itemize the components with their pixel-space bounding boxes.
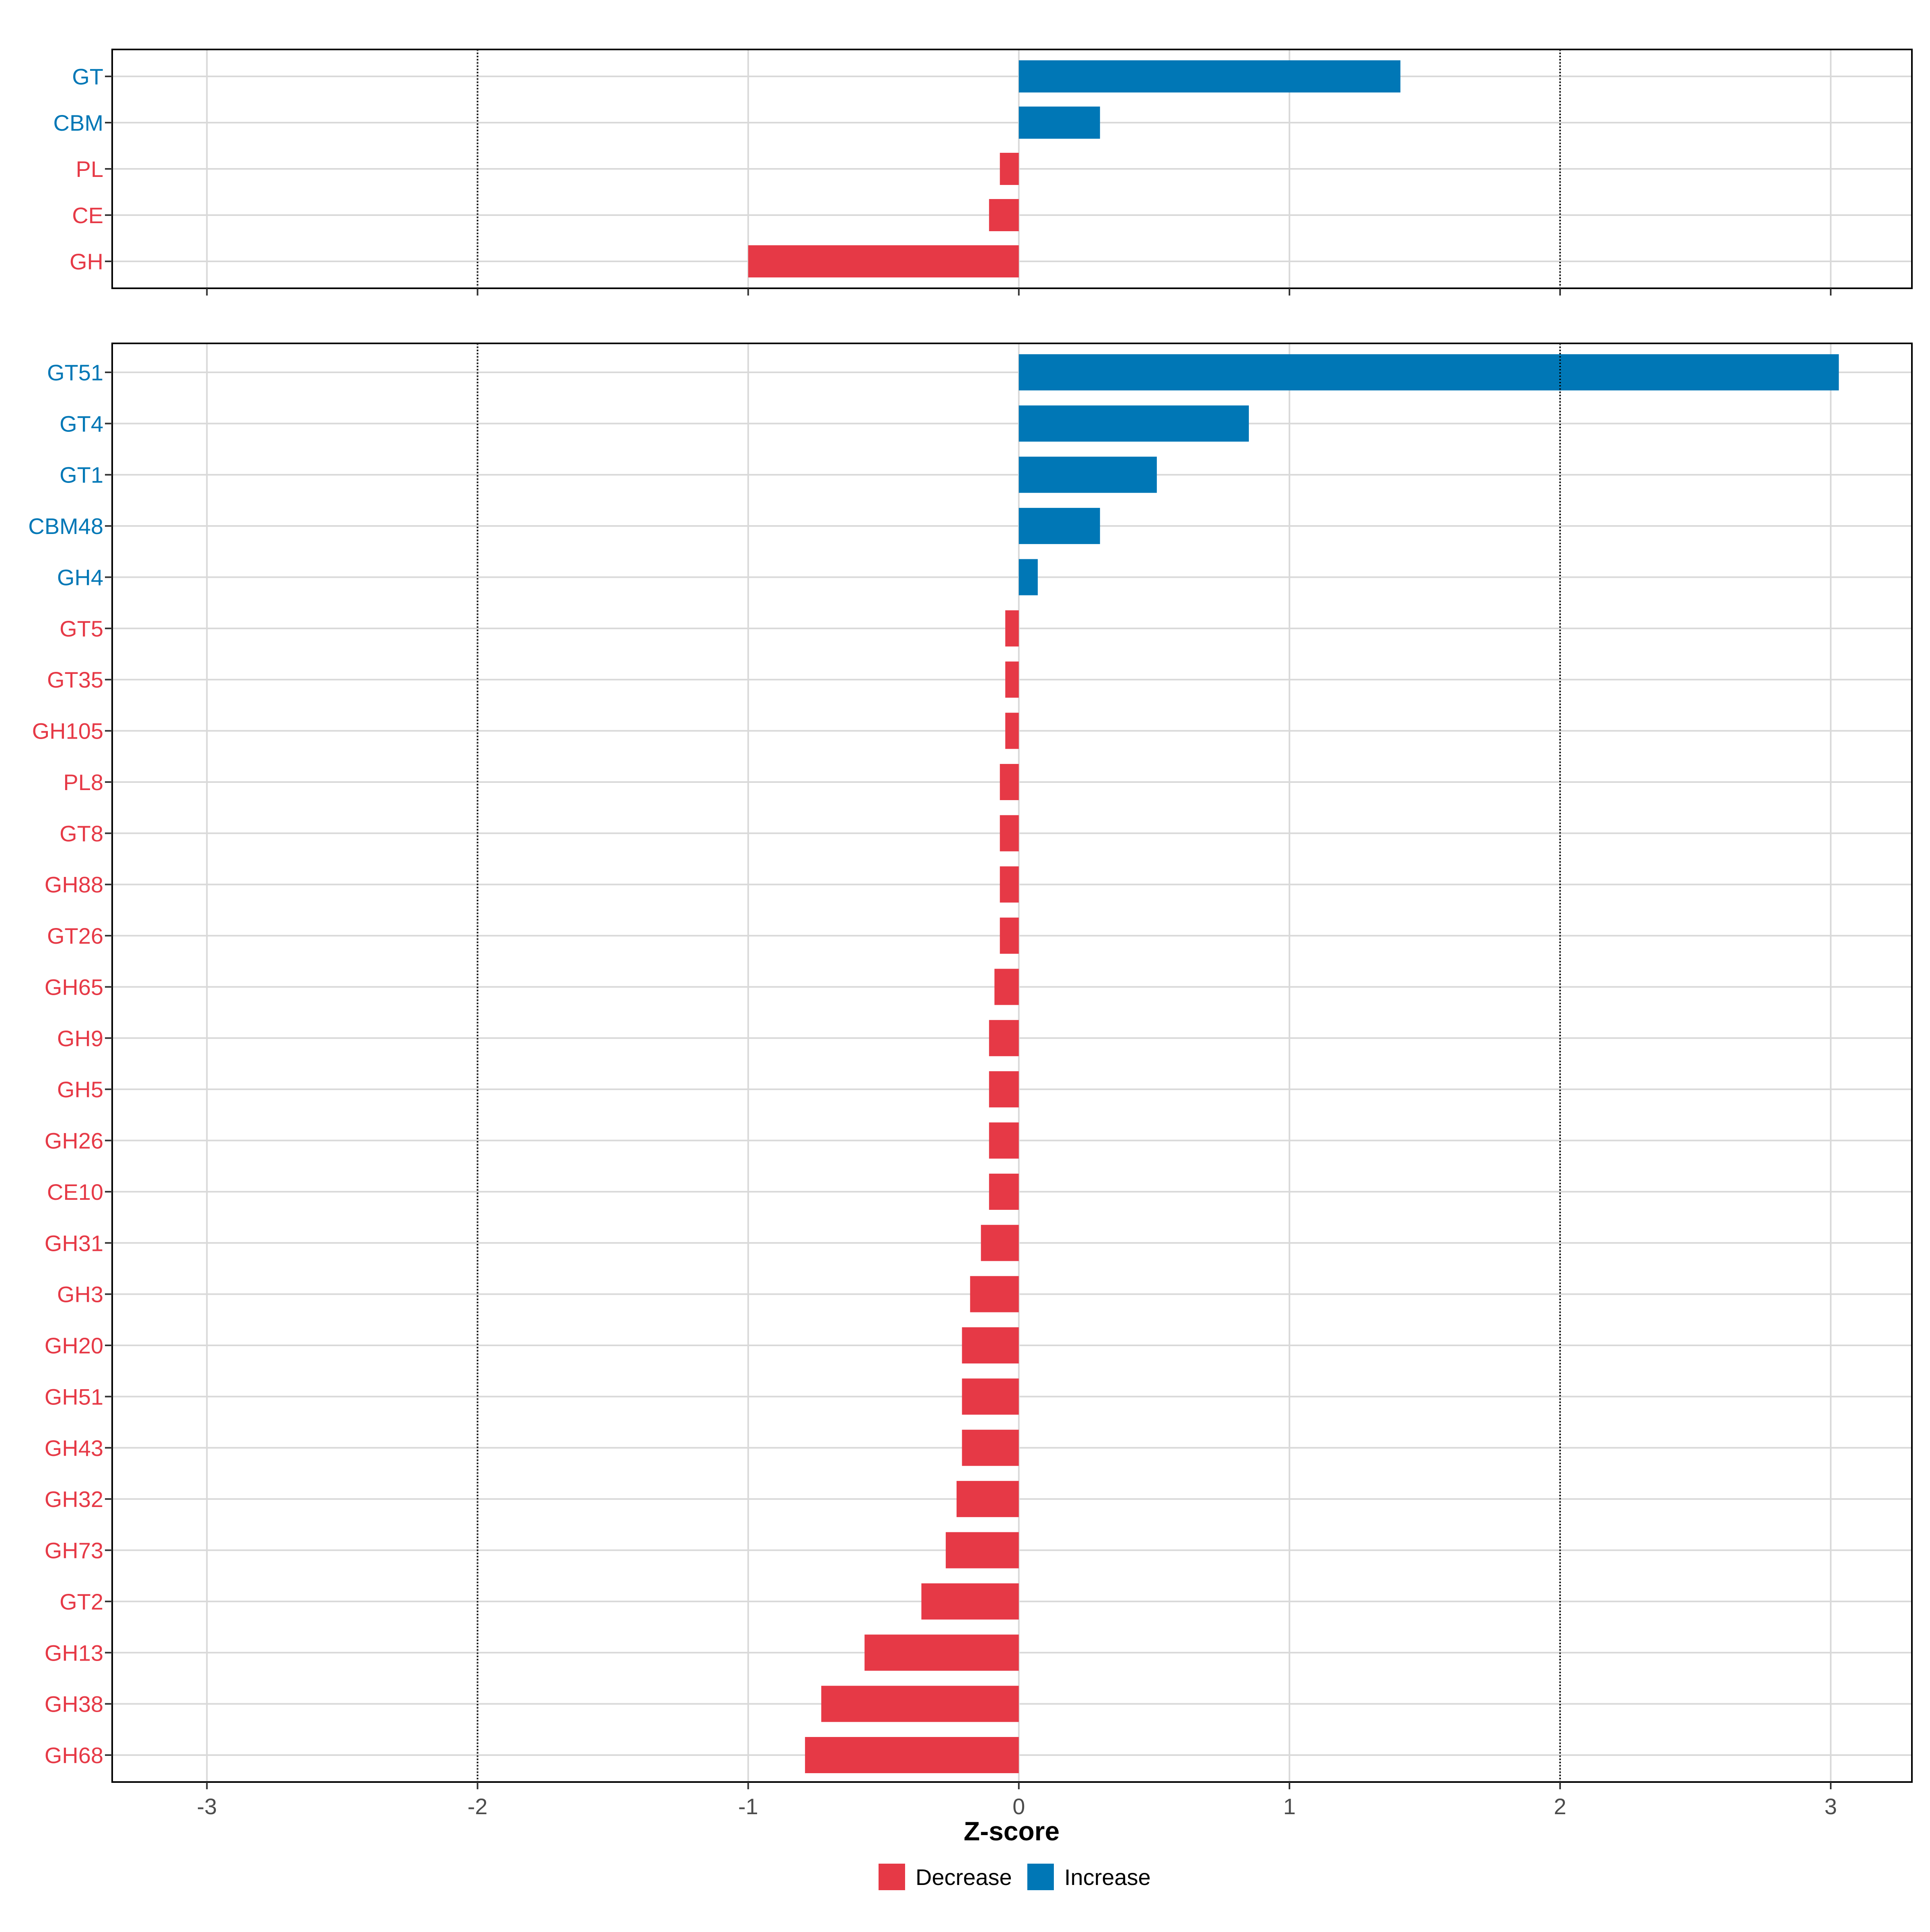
bar-gt [1018, 60, 1400, 92]
y-tick-label: GT1 [60, 462, 103, 488]
y-tick-label: GH5 [57, 1077, 103, 1102]
bar-gt51 [1018, 354, 1839, 390]
bar-gt35 [1005, 661, 1019, 698]
legend-key-increase [1027, 1864, 1054, 1890]
y-tick-label: GT51 [47, 360, 103, 385]
x-tick-label: 2 [1554, 1794, 1566, 1819]
bar-gh4 [1018, 559, 1038, 595]
y-tick-label: GH51 [45, 1384, 103, 1409]
y-tick-label: CBM48 [28, 513, 103, 539]
x-axis: -3 -2 -1 0 1 2 3 [197, 1794, 1837, 1819]
y-tick-label: CBM [53, 110, 103, 136]
bar-gh26 [989, 1122, 1019, 1159]
legend-label-increase: Increase [1064, 1864, 1151, 1890]
y-tick-label: GH26 [45, 1128, 103, 1154]
bar-gh9 [989, 1020, 1019, 1056]
y-tick-label: GH [70, 249, 103, 274]
bar-cbm48 [1018, 508, 1100, 544]
bar-cbm [1018, 107, 1100, 139]
bar-pl8 [1000, 764, 1019, 800]
x-tick-label: -3 [197, 1794, 217, 1819]
x-axis-title: Z-score [964, 1816, 1059, 1846]
bar-gt5 [1005, 610, 1019, 647]
x-tick-label: 0 [1012, 1794, 1025, 1819]
bar-gh32 [957, 1481, 1019, 1517]
y-tick-label: GH68 [45, 1743, 103, 1768]
bar-gh51 [962, 1378, 1019, 1415]
bar-gh43 [962, 1429, 1019, 1466]
panel-top: GT CBM PL CE GH [53, 49, 1913, 296]
y-tick-label: GH13 [45, 1640, 103, 1665]
bar-gh105 [1005, 712, 1019, 749]
y-tick-label: GH3 [57, 1282, 103, 1307]
bar-gh38 [821, 1686, 1019, 1722]
bar-ce10 [989, 1173, 1019, 1210]
y-tick-label: GT4 [60, 411, 103, 436]
y-tick-label: GH32 [45, 1486, 103, 1512]
y-tick-label: GH31 [45, 1230, 103, 1256]
x-tick-label: 1 [1283, 1794, 1296, 1819]
bar-gh73 [946, 1532, 1019, 1569]
legend: Decrease Increase [879, 1864, 1151, 1890]
bar-gt2 [921, 1583, 1019, 1620]
bar-gh5 [989, 1071, 1019, 1108]
y-tick-label: GH4 [57, 565, 103, 590]
bar-gh88 [1000, 866, 1019, 903]
bar-gt26 [1000, 918, 1019, 954]
y-tick-label: GH65 [45, 974, 103, 1000]
y-tick-label: GH20 [45, 1333, 103, 1358]
bar-gh13 [864, 1634, 1019, 1671]
bar-gh20 [962, 1327, 1019, 1364]
bar-pl [1000, 153, 1019, 185]
y-tick-label: GH38 [45, 1692, 103, 1717]
y-tick-label: GH88 [45, 872, 103, 897]
bar-gh31 [981, 1225, 1019, 1261]
bar-gt4 [1018, 405, 1249, 442]
x-tick-label: -2 [468, 1794, 488, 1819]
y-tick-label: GT35 [47, 667, 103, 692]
y-tick-label: CE10 [47, 1179, 103, 1205]
panel-border [111, 343, 1913, 1783]
y-tick-label: CE [72, 203, 103, 228]
y-tick-label: GH9 [57, 1026, 103, 1051]
bar-gh3 [970, 1276, 1019, 1312]
y-tick-label: PL [76, 156, 104, 182]
y-tick-label: GT8 [60, 821, 103, 846]
x-tick-label: -1 [738, 1794, 758, 1819]
panel-bottom: GT51 GT4 GT1 CBM48 GH4 GT5 GT35 GH105 PL8 GT8 GH88… [28, 343, 1913, 1789]
legend-key-decrease [879, 1864, 905, 1890]
bar-gh65 [994, 969, 1019, 1005]
legend-label-decrease: Decrease [916, 1864, 1012, 1890]
y-tick-label: GT [72, 64, 103, 89]
y-tick-label: PL8 [63, 770, 103, 795]
y-tick-label: GH43 [45, 1435, 103, 1461]
bar-gh [748, 245, 1019, 277]
y-tick-label: GT2 [60, 1589, 103, 1614]
bar-gh68 [805, 1737, 1019, 1773]
x-tick-label: 3 [1824, 1794, 1837, 1819]
y-tick-label: GT26 [47, 923, 103, 949]
y-tick-label: GH105 [32, 719, 103, 744]
bar-gt1 [1018, 456, 1157, 493]
bar-ce [989, 199, 1019, 231]
bar-gt8 [1000, 815, 1019, 852]
y-tick-label: GT5 [60, 616, 103, 641]
y-tick-label: GH73 [45, 1538, 103, 1563]
